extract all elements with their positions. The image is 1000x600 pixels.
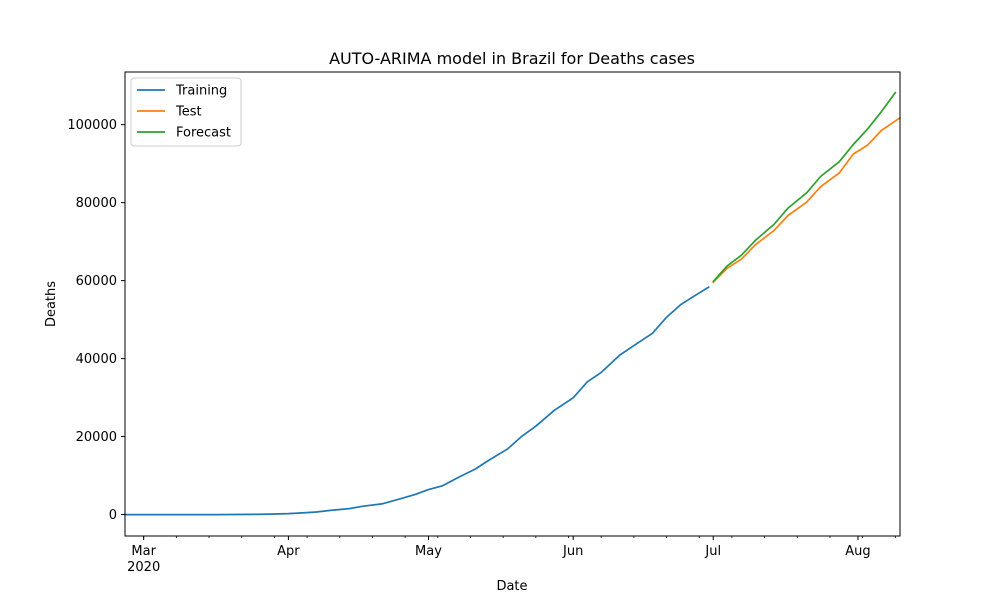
chart-title: AUTO-ARIMA model in Brazil for Deaths ca… [329,49,695,68]
series-line-forecast [712,91,897,283]
x-tick-sublabel: 2020 [127,560,160,575]
x-tick-label: Apr [277,544,300,559]
series-line-test [712,116,902,284]
x-tick-label: Aug [845,544,870,559]
y-tick-label: 80000 [76,196,117,211]
legend-label-test: Test [175,105,202,120]
y-axis: 0 20000 40000 60000 80000 100000 [67,118,125,523]
y-tick-label: 40000 [76,352,117,367]
x-axis-label: Date [496,579,527,594]
y-tick-label: 60000 [76,274,117,289]
x-tick-label: Jul [704,544,721,559]
plot-frame [124,71,901,537]
legend-label-training: Training [175,84,227,99]
y-tick-label: 20000 [76,430,117,445]
y-tick-label: 0 [109,508,117,523]
series-line-training [124,286,710,516]
plot-area [124,71,902,537]
series-layer [124,91,902,516]
x-tick-label: Mar [131,544,156,559]
legend-box [130,77,242,147]
y-tick-label: 100000 [67,118,117,133]
x-tick-label: May [415,544,442,559]
y-axis-label: Deaths [44,281,59,327]
legend: Training Test Forecast [130,77,242,147]
x-tick-label: Jun [562,544,583,559]
legend-label-forecast: Forecast [176,126,231,141]
